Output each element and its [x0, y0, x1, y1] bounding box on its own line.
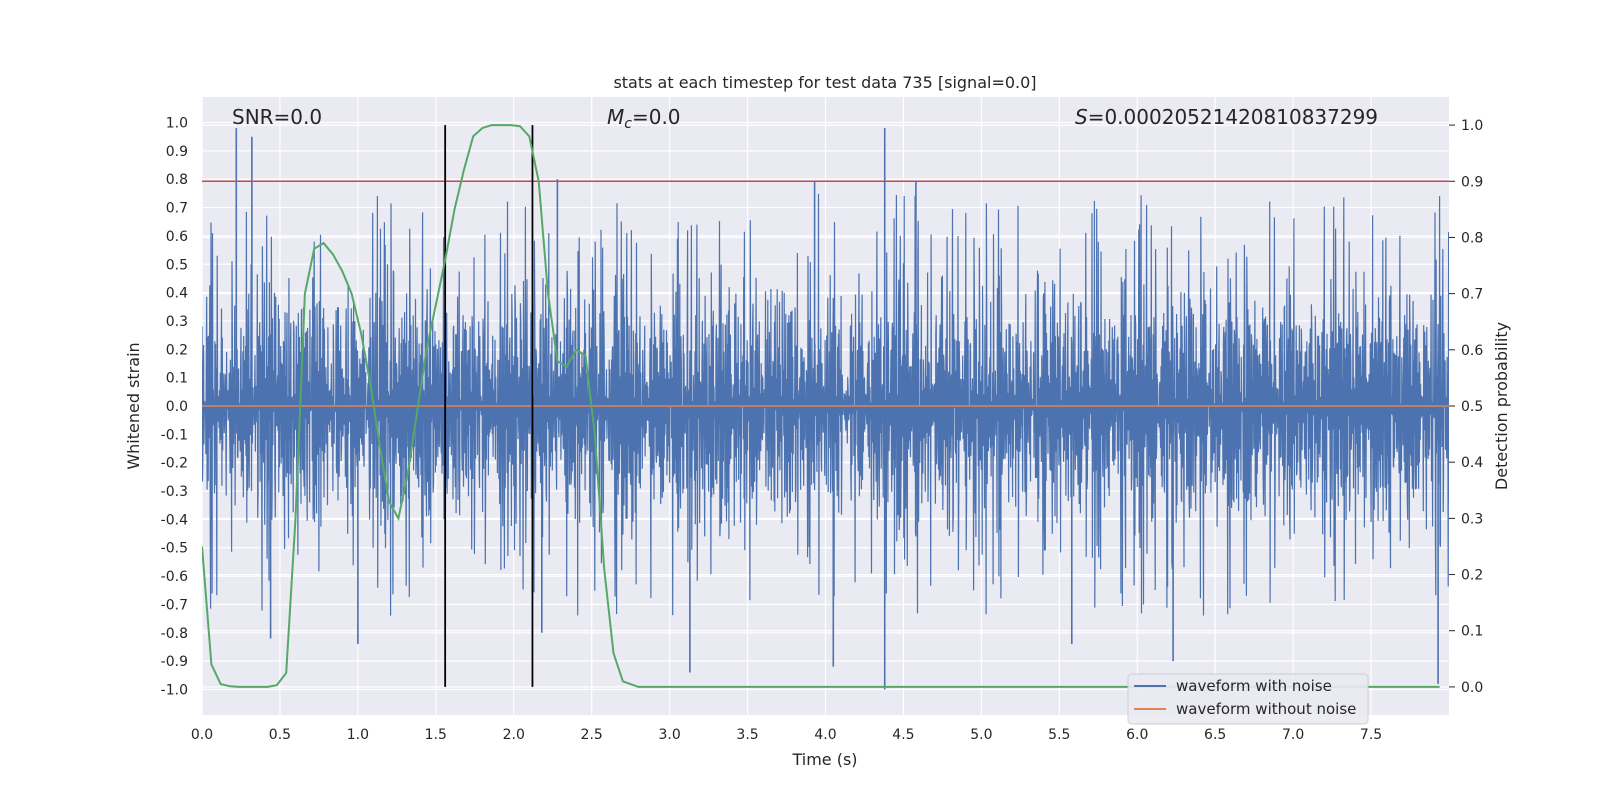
y-tick-label: 0.8: [166, 172, 188, 188]
y-tick-label: -0.5: [161, 541, 188, 557]
y2-tick-label: 0.5: [1461, 399, 1483, 415]
y2-tick-label: 0.2: [1461, 568, 1483, 584]
chart-title: stats at each timestep for test data 735…: [613, 73, 1036, 92]
mc-subscript: c: [624, 116, 632, 132]
y2-tick-label: 0.6: [1461, 343, 1483, 359]
x-tick-label: 6.5: [1204, 727, 1226, 743]
y-tick-label: -0.6: [161, 569, 188, 585]
y2-axis-label: Detection probability: [1492, 322, 1511, 490]
y-tick-label: 0.9: [166, 144, 188, 160]
overlays: [202, 124, 1449, 688]
y-tick-label: 0.1: [166, 371, 188, 387]
x-tick-label: 5.5: [1048, 727, 1070, 743]
x-tick-label: 4.5: [892, 727, 914, 743]
y2-tick-label: 0.8: [1461, 230, 1483, 246]
y2-tick-label: 0.9: [1461, 174, 1483, 190]
y2-tick-label: 0.7: [1461, 287, 1483, 303]
x-tick-label: 1.0: [347, 727, 369, 743]
y-axis-label: Whitened strain: [124, 342, 143, 469]
x-tick-label: 2.5: [581, 727, 603, 743]
y-tick-label: -0.4: [161, 512, 188, 528]
y2-tick-label: 0.0: [1461, 680, 1483, 696]
x-tick-label: 3.0: [658, 727, 680, 743]
y-tick-label: 0.0: [166, 399, 188, 415]
x-tick-label: 4.0: [814, 727, 836, 743]
legend-box: [1127, 673, 1369, 725]
y-tick-label: 0.4: [166, 286, 188, 302]
y-tick-label: 0.3: [166, 314, 188, 330]
x-tick-label: 0.0: [191, 727, 213, 743]
y-tick-label: 0.2: [166, 342, 188, 358]
x-tick-label: 3.5: [736, 727, 758, 743]
x-tick-label: 7.0: [1282, 727, 1304, 743]
y-tick-label: -0.8: [161, 626, 188, 642]
tick-labels: 0.0 0.5 1.0 1.5 2.0 2.5 3.0 3.5 4.0 4.5 5.0 5.5 6.0 6…: [161, 116, 1484, 743]
y-tick-label: 0.6: [166, 229, 188, 245]
y-tick-label: -0.3: [161, 484, 188, 500]
y2-tick-label: 0.4: [1461, 455, 1483, 471]
s-symbol: S: [1075, 105, 1088, 129]
s-value: =0.00020521420810837299: [1088, 105, 1378, 129]
y-tick-label: -1.0: [161, 682, 188, 698]
y2-tick-label: 0.1: [1461, 624, 1483, 640]
y-tick-label: 0.7: [166, 201, 188, 217]
x-tick-label: 6.0: [1126, 727, 1148, 743]
series-detection-probability: [202, 124, 1440, 688]
x-tick-label: 5.0: [970, 727, 992, 743]
y-tick-label: -0.2: [161, 456, 188, 472]
legend-entry-clean: waveform without noise: [1176, 700, 1356, 718]
x-tick-label: 7.5: [1360, 727, 1382, 743]
x-tick-label: 0.5: [269, 727, 291, 743]
s-annotation: S=0.00020521420810837299: [1075, 105, 1378, 129]
y-tick-label: -0.9: [161, 654, 188, 670]
x-tick-label: 2.0: [503, 727, 525, 743]
y2-tick-label: 0.3: [1461, 511, 1483, 527]
legend-entry-noise: waveform with noise: [1176, 677, 1332, 695]
y-tick-label: -0.1: [161, 427, 188, 443]
mc-symbol: M: [607, 105, 624, 129]
y2-tick-label: 1.0: [1461, 118, 1483, 134]
x-tick-label: 1.5: [425, 727, 447, 743]
y-tick-label: 1.0: [166, 116, 188, 132]
mc-value: =0.0: [632, 105, 681, 129]
legend: waveform with noise waveform without noi…: [1127, 673, 1369, 725]
chirp-mass-annotation: Mc=0.0: [607, 105, 681, 132]
x-axis-label: Time (s): [791, 750, 857, 769]
snr-annotation: SNR=0.0: [232, 105, 322, 129]
y-tick-label: -0.7: [161, 597, 188, 613]
y-tick-label: 0.5: [166, 257, 188, 273]
